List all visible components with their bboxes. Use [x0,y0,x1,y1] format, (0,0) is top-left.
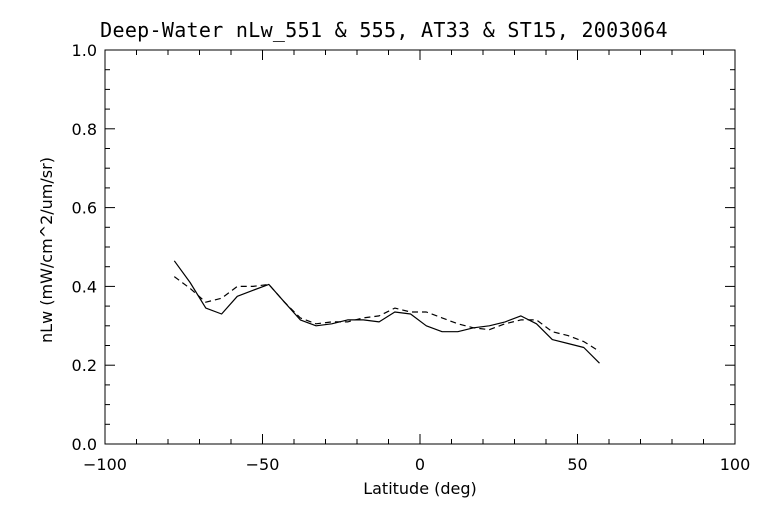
plot-frame [104,49,736,445]
x-tick-labels: −100 −50 0 50 100 [83,455,750,474]
y-tick-label: 0.2 [72,356,97,375]
x-tick-label: 100 [720,455,751,474]
x-axis-label: Latitude (deg) [363,479,477,498]
x-tick-label: −100 [83,455,127,474]
y-tick-label: 0.0 [72,435,97,454]
y-tick-label: 0.8 [72,120,97,139]
series-lines [173,260,600,364]
chart-title: Deep-Water nLw_551 & 555, AT33 & ST15, 2… [100,18,668,42]
y-tick-labels: 0.0 0.2 0.4 0.6 0.8 1.0 [72,41,97,454]
plot-axes [104,49,736,445]
y-tick-label: 1.0 [72,41,97,60]
y-tick-label: 0.4 [72,277,97,296]
y-tick-label: 0.6 [72,199,97,218]
series-line-2 [173,276,600,352]
x-tick-label: 0 [415,455,425,474]
x-tick-label: −50 [246,455,280,474]
x-tick-label: 50 [567,455,587,474]
y-axis-label: nLw (mW/cm^2/um/sr) [37,157,56,343]
axis-ticks [104,49,736,445]
